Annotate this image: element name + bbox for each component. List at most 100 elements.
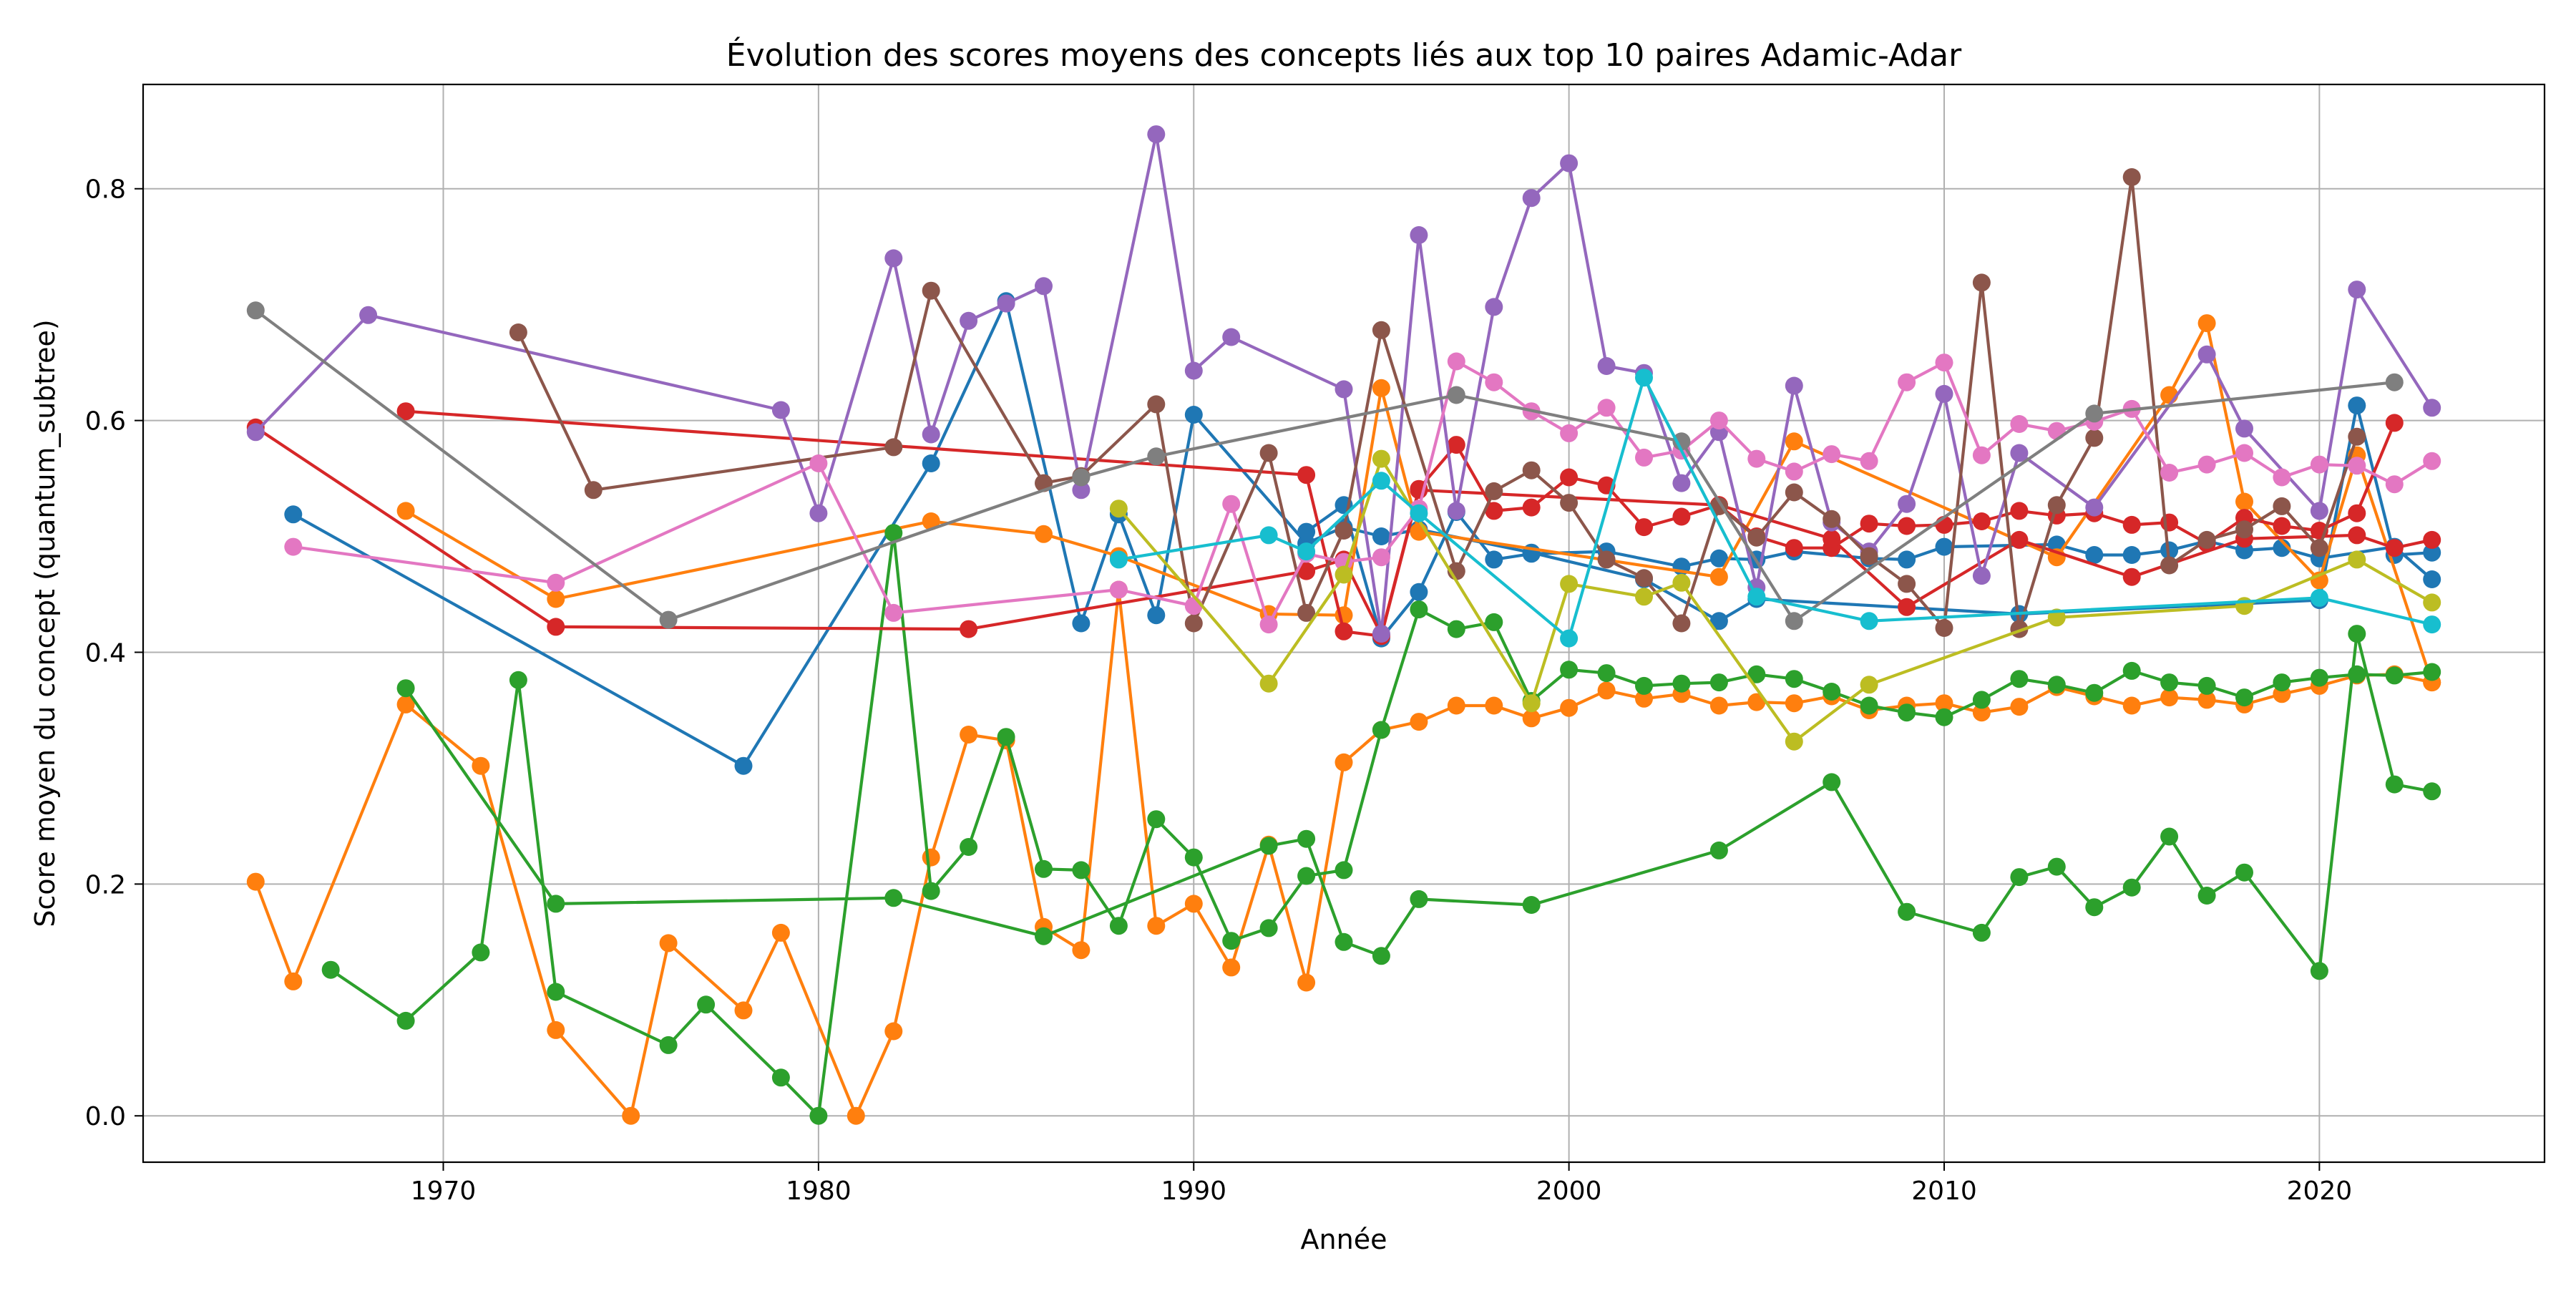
data-point [1259,674,1278,693]
data-point [547,1020,565,1039]
data-point [2122,515,2141,534]
data-point [1335,861,1353,880]
data-point [2197,676,2216,695]
data-point [2160,556,2179,575]
data-point [1898,902,1916,921]
data-point [1823,773,1841,791]
data-point [1935,537,1953,556]
data-point [809,504,828,522]
data-point [1785,539,1803,557]
data-point [509,323,527,341]
data-point [1823,510,1841,528]
data-point [2235,419,2253,438]
data-point [2122,168,2141,186]
data-point [2160,673,2179,692]
data-point [1184,361,1203,380]
data-point [396,695,415,713]
data-point [321,960,340,979]
data-point [922,848,940,867]
data-point [1447,436,1465,454]
data-point [1709,696,1728,715]
data-point [960,838,978,856]
data-point [2310,539,2328,557]
data-point [1597,550,1616,569]
data-point [1147,810,1166,829]
data-point [246,301,265,320]
data-point [1109,500,1128,518]
data-point [997,728,1015,746]
data-point [1447,502,1465,520]
data-point [1972,703,1991,722]
data-point [1972,691,1991,709]
chart-title: Évolution des scores moyens des concepts… [726,36,1962,74]
data-point [1635,569,1653,588]
data-point [1259,837,1278,855]
data-point [2197,455,2216,474]
data-point [1410,890,1428,908]
data-point [2385,475,2404,494]
data-point [1747,693,1766,711]
data-point [2423,399,2441,417]
data-point [2235,520,2253,539]
data-point [1597,681,1616,700]
data-point [922,281,940,300]
data-point [1072,614,1091,633]
data-point [1184,406,1203,424]
data-point [1297,867,1316,885]
data-point [246,872,265,891]
data-point [1560,629,1579,648]
data-point [1335,565,1353,584]
data-point [2122,567,2141,586]
data-point [1035,927,1053,945]
data-point [1898,575,1916,593]
data-point [1372,321,1390,339]
data-point [2197,314,2216,333]
series-5 [396,625,2441,980]
data-point [1709,841,1728,859]
data-point [2085,683,2104,702]
data-point [2197,530,2216,549]
data-point [2423,593,2441,612]
data-point [1109,550,1128,569]
data-point [1297,542,1316,561]
x-tick-label: 1980 [786,1176,852,1206]
data-point [284,972,303,990]
data-point [622,1106,640,1125]
data-point [2197,345,2216,364]
data-point [1372,625,1390,643]
plot-frame [142,83,2546,1164]
data-point [771,1068,790,1087]
data-point [1860,547,1878,565]
data-point [1785,376,1803,395]
data-point [2385,414,2404,432]
data-point [1709,612,1728,630]
data-point [1785,483,1803,502]
data-point [2423,530,2441,549]
data-point [396,402,415,421]
data-point [2348,427,2366,446]
data-point [1335,380,1353,399]
data-point [884,438,903,457]
data-point [1785,612,1803,630]
data-point [1672,614,1691,633]
data-point [1372,527,1390,545]
data-point [1823,445,1841,464]
data-point [1335,622,1353,640]
data-point [1147,917,1166,935]
data-point [2010,868,2029,887]
data-point [1672,474,1691,492]
data-point [1522,709,1541,728]
data-point [1672,507,1691,526]
data-point [2273,497,2291,515]
data-point [1597,664,1616,683]
data-point [1222,958,1241,977]
ticks: 1970 1980 1990 2000 2010 2020 0.0 0.2 0.4 0.6 0.8 [85,175,2352,1206]
data-point [2235,444,2253,462]
data-point [659,610,678,629]
data-point [2385,666,2404,685]
series-line [1117,457,2434,744]
data-point [1372,472,1390,490]
data-point [1035,859,1053,878]
data-point [697,995,716,1014]
x-tick-label: 2020 [2287,1176,2353,1206]
